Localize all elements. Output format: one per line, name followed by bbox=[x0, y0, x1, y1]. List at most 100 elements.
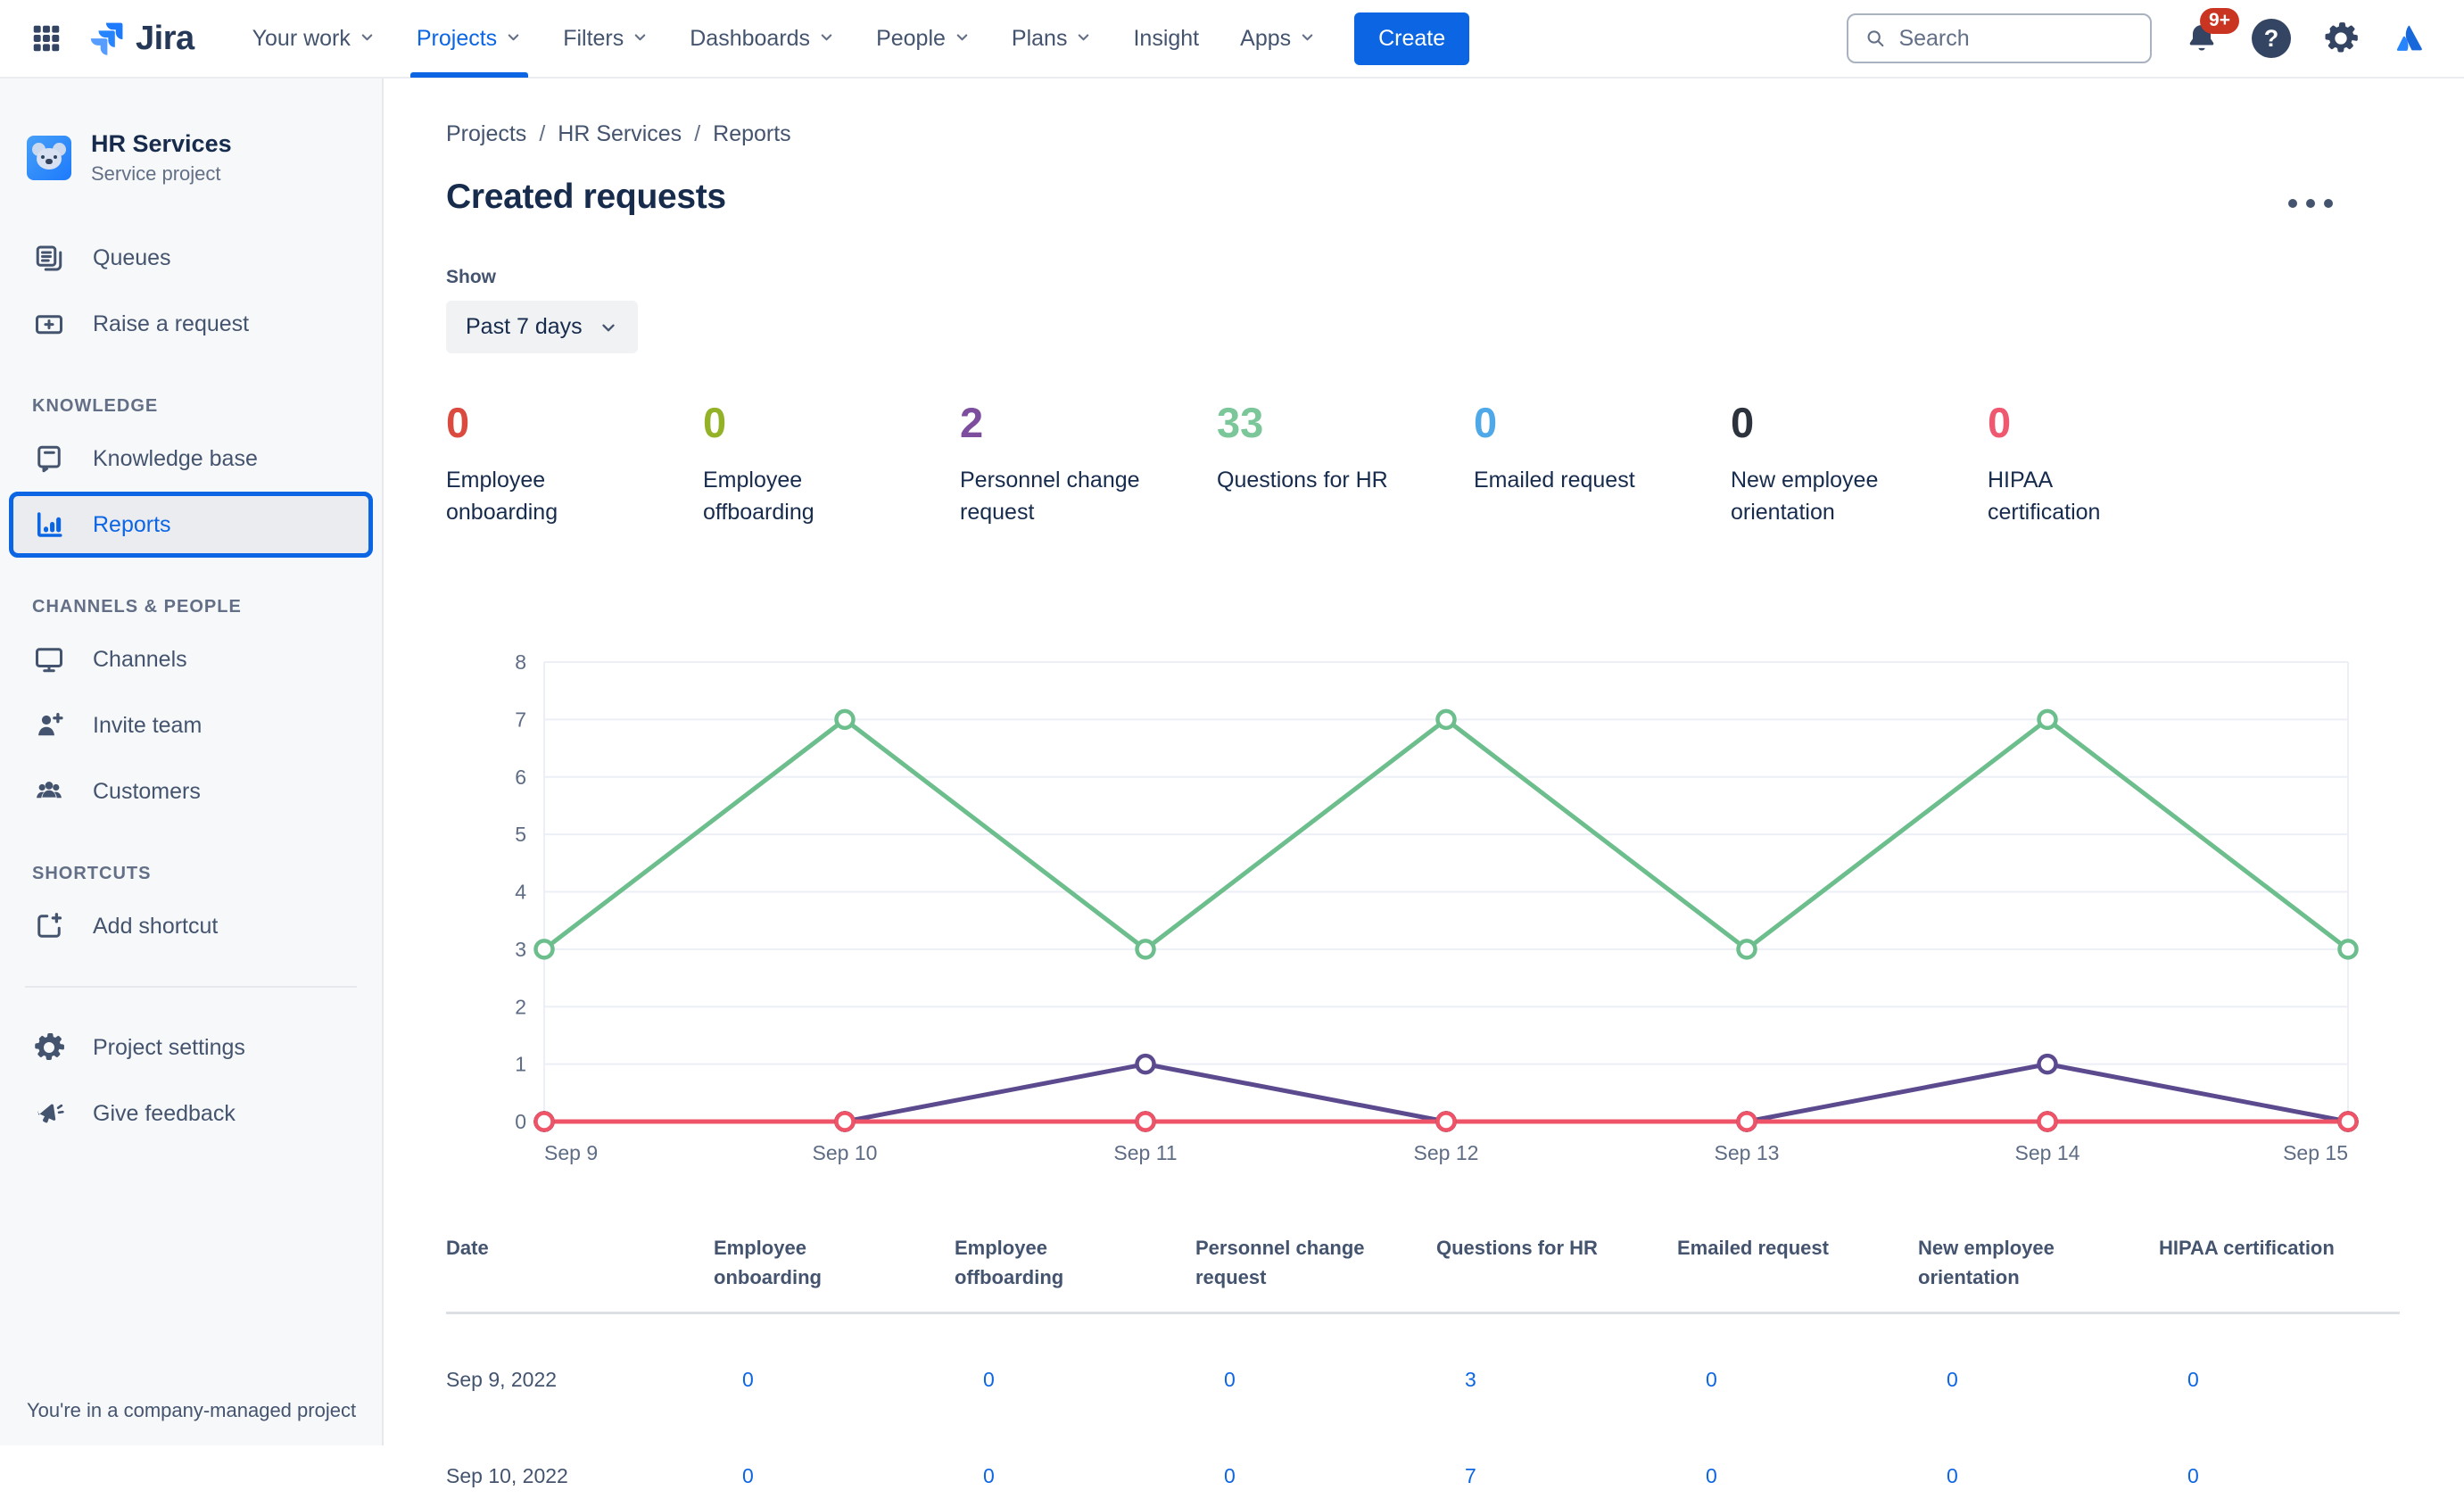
sidebar-section-knowledge: KNOWLEDGE bbox=[32, 396, 159, 416]
person-add-icon bbox=[32, 708, 66, 742]
cell-sep-10-2022-new-employee-orientation: 0 bbox=[1918, 1411, 2159, 1507]
series-hipaa-certification-marker-sep-13 bbox=[1736, 1111, 1757, 1132]
sidebar-item-reports[interactable]: Reports bbox=[9, 492, 373, 558]
stat-label: Personnel change request bbox=[960, 468, 1140, 525]
nav-item-your-work[interactable]: Your work bbox=[232, 0, 396, 78]
project-sidebar: HR Services Service project Queues Raise … bbox=[0, 79, 384, 1445]
nav-item-dashboards[interactable]: Dashboards bbox=[669, 0, 856, 78]
sidebar-item-give-feedback[interactable]: Give feedback bbox=[0, 1081, 382, 1147]
table-header-divider bbox=[446, 1312, 2400, 1314]
nav-item-people[interactable]: People bbox=[856, 0, 991, 78]
sidebar-item-invite-team[interactable]: Invite team bbox=[0, 692, 382, 758]
stat-personnel-change-request: 2 Personnel change request bbox=[960, 398, 1217, 528]
jira-logo[interactable]: Jira bbox=[86, 19, 194, 58]
sidebar-item-label: Invite team bbox=[93, 712, 203, 738]
breadcrumb-projects[interactable]: Projects bbox=[446, 121, 527, 146]
cell-link[interactable]: 0 bbox=[1224, 1367, 1236, 1391]
chevron-down-icon bbox=[818, 26, 835, 52]
search-input[interactable] bbox=[1898, 25, 2134, 52]
cell-link[interactable]: 0 bbox=[1947, 1367, 1958, 1391]
sidebar-item-label: Customers bbox=[93, 778, 201, 804]
sidebar-item-customers[interactable]: Customers bbox=[0, 758, 382, 824]
series-questions-for-hr-marker-sep-9 bbox=[533, 939, 555, 960]
series-questions-for-hr-marker-sep-10 bbox=[834, 708, 856, 731]
nav-item-label: Filters bbox=[563, 25, 624, 51]
gear-icon bbox=[2325, 22, 2358, 53]
global-search[interactable] bbox=[1847, 13, 2152, 63]
series-questions-for-hr-marker-sep-11 bbox=[1135, 939, 1156, 960]
stat-value: 0 bbox=[1474, 399, 1498, 446]
more-actions-button[interactable] bbox=[2282, 186, 2339, 221]
sidebar-item-project-settings[interactable]: Project settings bbox=[0, 1014, 382, 1081]
cell-sep-10-2022-questions-for-hr: 7 bbox=[1436, 1411, 1677, 1507]
question-icon: ? bbox=[2252, 19, 2291, 58]
cell-link[interactable]: 3 bbox=[1465, 1367, 1476, 1391]
notification-badge: 9+ bbox=[2200, 8, 2239, 35]
sidebar-item-label: Raise a request bbox=[93, 311, 250, 336]
nav-item-plans[interactable]: Plans bbox=[991, 0, 1113, 78]
cell-sep-9-2022-employee-onboarding: 0 bbox=[714, 1314, 955, 1411]
breadcrumb-hr-services[interactable]: HR Services bbox=[558, 121, 682, 146]
nav-item-apps[interactable]: Apps bbox=[1220, 0, 1336, 78]
jira-mark-icon bbox=[90, 22, 123, 55]
column-header-employee-offboarding: Employee offboarding bbox=[955, 1237, 1064, 1288]
y-tick-label: 6 bbox=[515, 766, 526, 789]
nav-item-label: Dashboards bbox=[690, 25, 811, 51]
sidebar-item-channels[interactable]: Channels bbox=[0, 626, 382, 692]
atlassian-logo-icon bbox=[2396, 25, 2422, 51]
cell-sep-10-2022-hipaa-certification: 0 bbox=[2159, 1411, 2400, 1507]
chevron-down-icon bbox=[505, 26, 522, 52]
atlassian-app-button[interactable] bbox=[2391, 20, 2428, 57]
series-personnel-change-request-marker-sep-14 bbox=[2037, 1053, 2058, 1075]
sidebar-item-add-shortcut[interactable]: Add shortcut bbox=[0, 893, 382, 959]
cell-sep-10-2022-employee-offboarding: 0 bbox=[955, 1411, 1195, 1507]
notifications-button[interactable]: 9+ bbox=[2184, 8, 2239, 56]
series-personnel-change-request-marker-sep-11 bbox=[1135, 1053, 1156, 1075]
chevron-down-icon bbox=[1299, 26, 1316, 52]
cell-link[interactable]: 0 bbox=[2187, 1367, 2199, 1391]
breadcrumb-reports[interactable]: Reports bbox=[713, 121, 791, 146]
series-questions-for-hr-marker-sep-13 bbox=[1736, 939, 1757, 960]
sidebar-item-raise-a-request[interactable]: Raise a request bbox=[0, 291, 382, 357]
sidebar-item-queues[interactable]: Queues bbox=[0, 225, 382, 291]
cell-link[interactable]: 0 bbox=[983, 1367, 995, 1391]
queues-icon bbox=[32, 241, 66, 275]
nav-item-insight[interactable]: Insight bbox=[1112, 0, 1220, 78]
nav-item-filters[interactable]: Filters bbox=[542, 0, 669, 78]
cell-link[interactable]: 0 bbox=[742, 1367, 754, 1391]
breadcrumb-separator: / bbox=[539, 121, 546, 146]
stat-questions-for-hr: 33 Questions for HR bbox=[1217, 398, 1474, 528]
nav-item-label: Plans bbox=[1011, 25, 1068, 51]
app-switcher-icon[interactable] bbox=[27, 19, 66, 58]
project-header: HR Services Service project bbox=[0, 130, 382, 186]
monitor-icon bbox=[32, 642, 66, 676]
cell-link[interactable]: 0 bbox=[1706, 1367, 1717, 1391]
stat-value: 0 bbox=[703, 399, 727, 446]
cell-link[interactable]: 0 bbox=[1706, 1463, 1717, 1487]
nav-item-projects[interactable]: Projects bbox=[396, 0, 542, 78]
cell-link[interactable]: 0 bbox=[2187, 1463, 2199, 1487]
help-button[interactable]: ? bbox=[2252, 19, 2291, 58]
create-button[interactable]: Create bbox=[1354, 12, 1470, 65]
sidebar-item-knowledge-base[interactable]: Knowledge base bbox=[0, 426, 382, 492]
date-range-dropdown[interactable]: Past 7 days bbox=[446, 301, 638, 353]
sidebar-section-channels-people: CHANNELS & PEOPLE bbox=[32, 597, 242, 617]
settings-button[interactable] bbox=[2323, 21, 2359, 56]
sidebar-item-label: Knowledge base bbox=[93, 445, 258, 471]
chevron-down-icon bbox=[632, 26, 649, 52]
cell-link[interactable]: 0 bbox=[742, 1463, 754, 1487]
cell-link[interactable]: 0 bbox=[1224, 1463, 1236, 1487]
cell-sep-9-2022-new-employee-orientation: 0 bbox=[1918, 1314, 2159, 1411]
series-questions-for-hr-marker-sep-15 bbox=[2337, 939, 2359, 960]
cell-link[interactable]: 0 bbox=[1947, 1463, 1958, 1487]
cell-link[interactable]: 7 bbox=[1465, 1463, 1476, 1487]
cell-sep-10-2022-employee-onboarding: 0 bbox=[714, 1411, 955, 1507]
stat-label: Emailed request bbox=[1474, 468, 1635, 493]
column-header-date: Date bbox=[446, 1237, 489, 1259]
stat-value: 2 bbox=[960, 399, 984, 446]
gear-icon bbox=[32, 1031, 66, 1064]
nav-item-label: People bbox=[876, 25, 946, 51]
project-mode-note: You're in a company-managed project bbox=[27, 1399, 357, 1421]
cell-link[interactable]: 0 bbox=[983, 1463, 995, 1487]
chevron-down-icon bbox=[359, 26, 376, 52]
